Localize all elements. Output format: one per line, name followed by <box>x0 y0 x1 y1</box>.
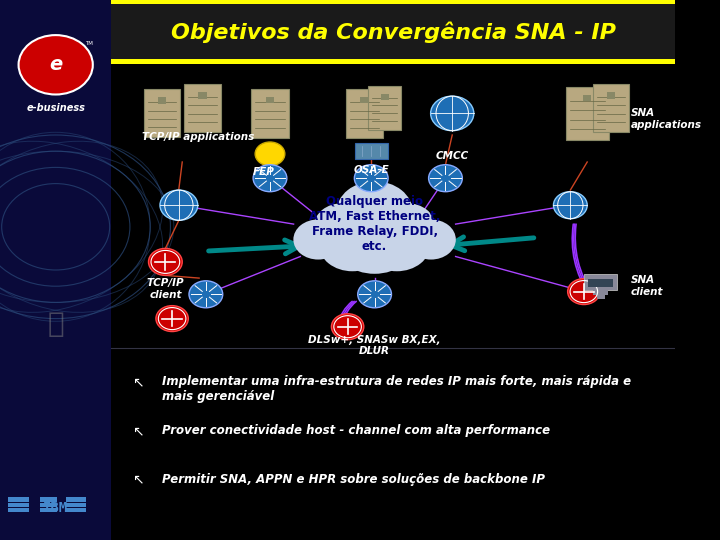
Text: TCP/IP
client: TCP/IP client <box>147 278 184 300</box>
Bar <box>9 508 29 512</box>
Bar <box>597 287 605 299</box>
Circle shape <box>338 183 412 242</box>
Bar <box>593 289 608 295</box>
Text: Objetivos da Convergência SNA - IP: Objetivos da Convergência SNA - IP <box>171 21 616 43</box>
Circle shape <box>331 314 364 340</box>
Bar <box>381 94 389 100</box>
Text: ↖: ↖ <box>132 375 143 389</box>
FancyBboxPatch shape <box>251 89 289 138</box>
Text: Prover conectividade host - channel com alta performance: Prover conectividade host - channel com … <box>162 424 550 437</box>
FancyBboxPatch shape <box>112 4 675 59</box>
FancyBboxPatch shape <box>588 279 613 287</box>
Text: 🖱: 🖱 <box>48 310 64 338</box>
Circle shape <box>333 206 416 273</box>
Circle shape <box>253 165 287 192</box>
FancyBboxPatch shape <box>184 84 221 132</box>
Text: FEP: FEP <box>252 167 274 178</box>
Circle shape <box>364 218 430 270</box>
Bar <box>40 497 58 502</box>
FancyBboxPatch shape <box>355 143 388 159</box>
FancyBboxPatch shape <box>112 59 675 64</box>
Circle shape <box>320 218 385 270</box>
Bar <box>66 508 86 512</box>
Text: IBM: IBM <box>43 501 68 515</box>
Text: TM: TM <box>86 40 94 46</box>
Circle shape <box>148 248 182 275</box>
Circle shape <box>294 220 342 259</box>
Text: e: e <box>49 55 63 75</box>
Circle shape <box>408 220 455 259</box>
Bar <box>266 97 274 103</box>
FancyBboxPatch shape <box>0 0 112 540</box>
Text: Implementar uma infra-estrutura de redes IP mais forte, mais rápida e
mais geren: Implementar uma infra-estrutura de redes… <box>162 375 631 403</box>
Text: SNA
client: SNA client <box>631 275 664 297</box>
Text: ↖: ↖ <box>132 472 143 487</box>
Text: e-business: e-business <box>26 103 85 113</box>
Text: TCP/IP applications: TCP/IP applications <box>142 132 254 143</box>
FancyBboxPatch shape <box>144 89 180 137</box>
Circle shape <box>160 190 198 220</box>
Text: Permitir SNA, APPN e HPR sobre soluções de backbone IP: Permitir SNA, APPN e HPR sobre soluções … <box>162 472 545 485</box>
Text: Qualquer meio
ATM, Fast Ethernet,
Frame Relay, FDDI,
etc.: Qualquer meio ATM, Fast Ethernet, Frame … <box>309 195 441 253</box>
Bar <box>40 508 58 512</box>
Bar <box>66 497 86 502</box>
FancyBboxPatch shape <box>566 86 609 140</box>
Bar <box>9 503 29 507</box>
Text: OSA-E: OSA-E <box>354 165 389 175</box>
Circle shape <box>428 165 462 192</box>
FancyBboxPatch shape <box>112 0 675 4</box>
Bar <box>607 92 615 98</box>
Circle shape <box>19 35 93 94</box>
Circle shape <box>431 96 474 131</box>
FancyBboxPatch shape <box>584 274 617 290</box>
Bar <box>199 92 207 98</box>
Bar <box>361 97 369 103</box>
FancyBboxPatch shape <box>593 84 629 132</box>
Circle shape <box>554 192 588 219</box>
Text: CMCC: CMCC <box>436 151 469 161</box>
Circle shape <box>354 165 388 192</box>
FancyBboxPatch shape <box>346 89 383 138</box>
Text: DLSw+, SNASw BX,EX,
DLUR: DLSw+, SNASw BX,EX, DLUR <box>308 335 441 356</box>
Bar <box>9 497 29 502</box>
Circle shape <box>189 281 222 308</box>
Circle shape <box>567 279 600 305</box>
Bar <box>66 503 86 507</box>
Bar <box>158 97 166 104</box>
Text: ↖: ↖ <box>132 424 143 438</box>
Bar <box>40 503 58 507</box>
Circle shape <box>255 142 285 166</box>
FancyBboxPatch shape <box>368 86 401 130</box>
Circle shape <box>381 204 434 247</box>
Text: SNA
applications: SNA applications <box>631 108 702 130</box>
Circle shape <box>315 204 369 247</box>
Circle shape <box>358 281 392 308</box>
Circle shape <box>156 306 189 332</box>
Bar <box>583 95 591 102</box>
